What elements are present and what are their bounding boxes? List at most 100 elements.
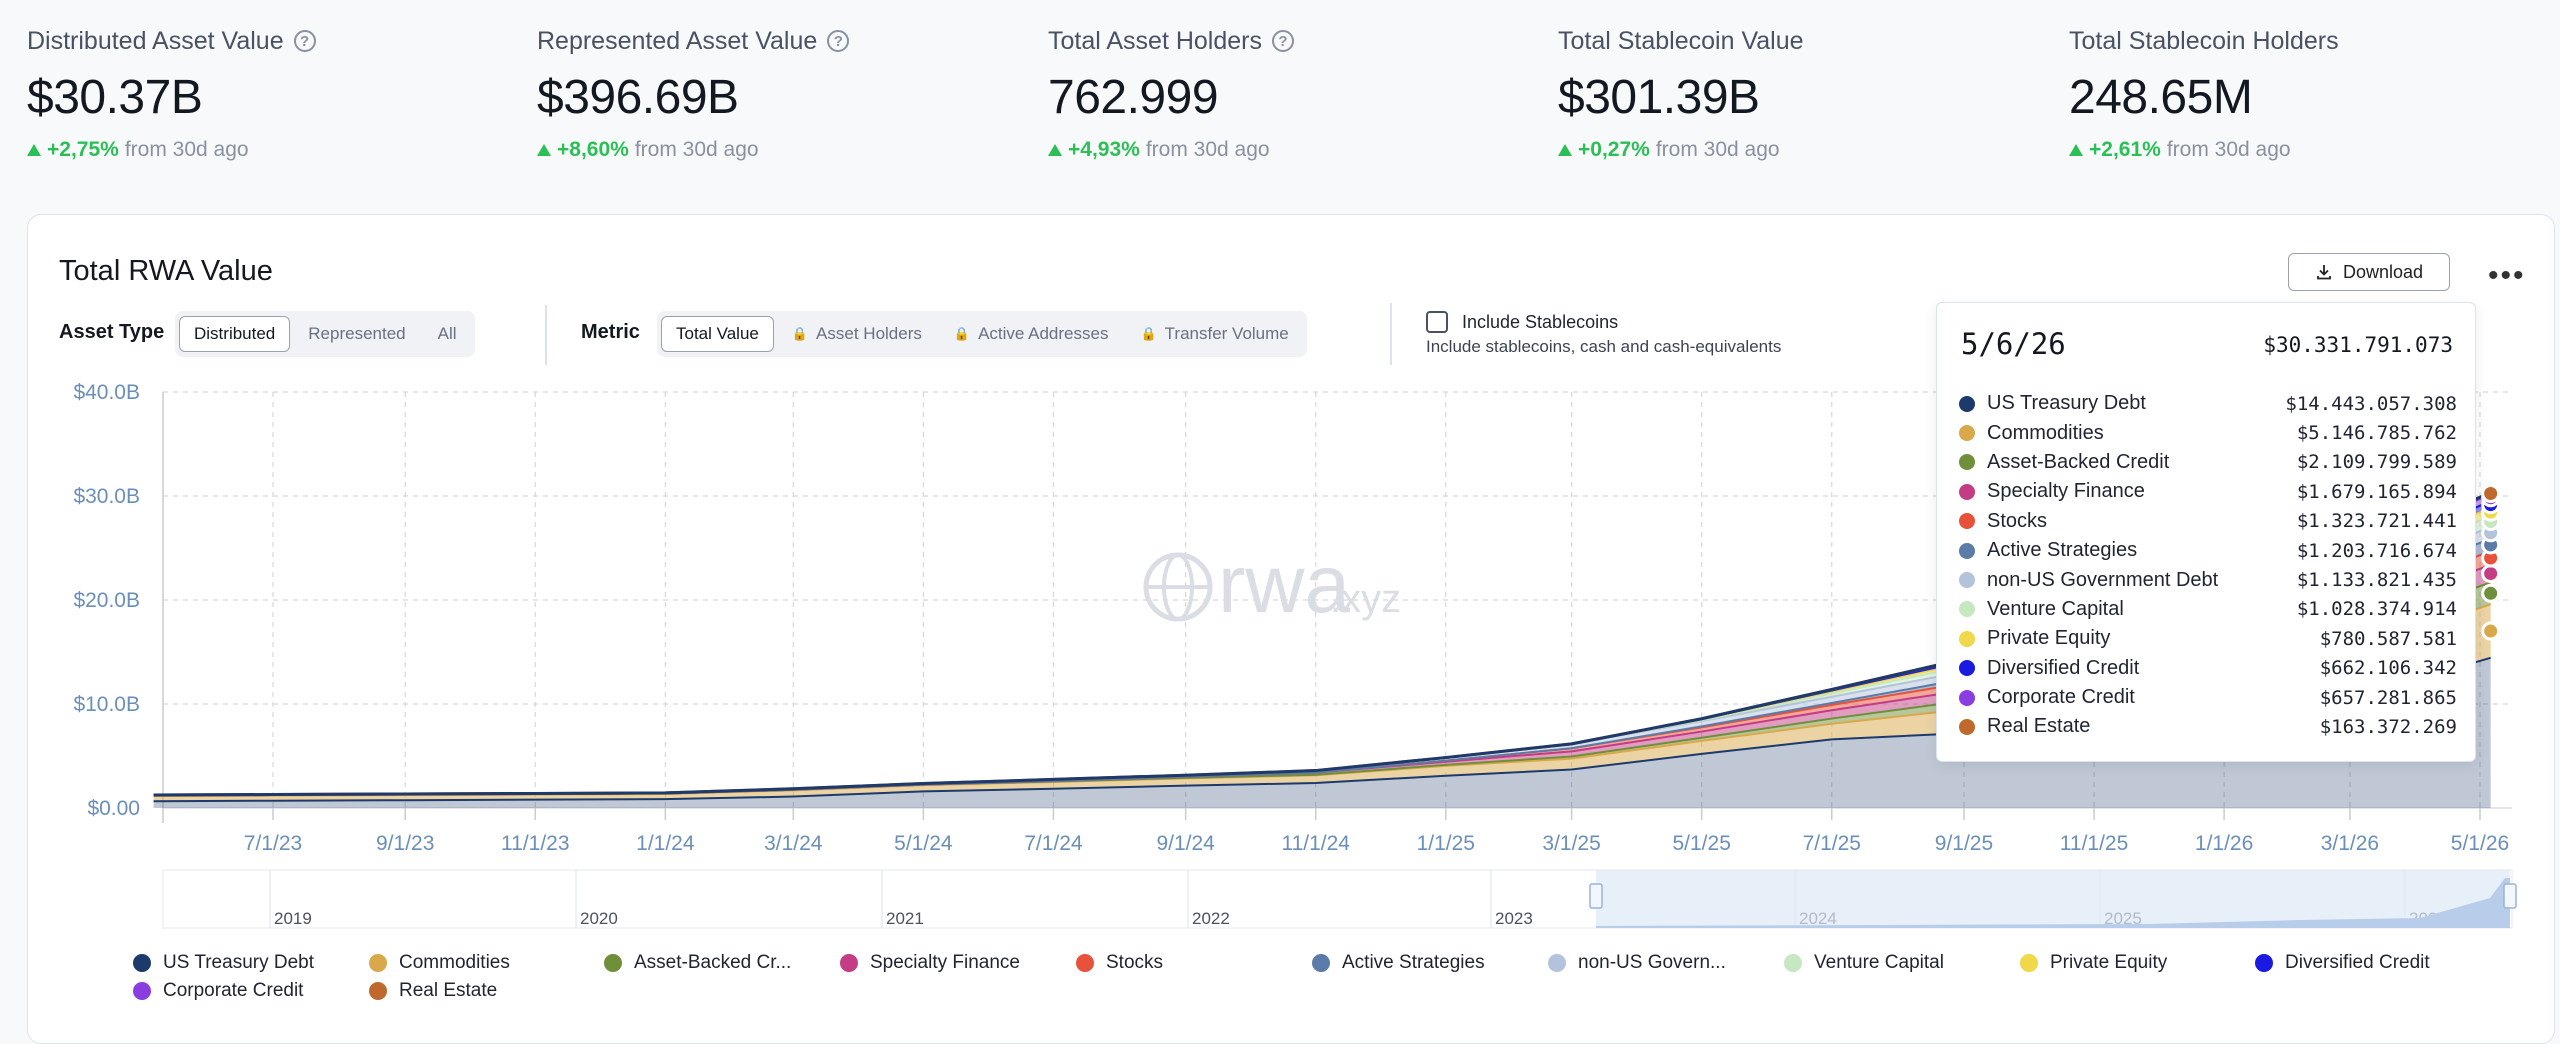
asset-type-all[interactable]: All — [437, 324, 457, 343]
metric-active-addresses[interactable]: 🔒 Active Addresses — [940, 316, 1123, 352]
legend-item[interactable]: Venture Capital — [1784, 952, 1944, 974]
stat-change-suffix: from 30d ago — [1145, 138, 1270, 161]
watermark-logo: rwa .xyz — [1143, 539, 1401, 630]
more-options-button[interactable]: ••• — [2488, 259, 2526, 292]
tooltip-row: Corporate Credit $657.281.865 — [1959, 683, 2457, 712]
stat-change-suffix: from 30d ago — [1655, 138, 1780, 161]
x-tick-label: 3/1/25 — [1542, 832, 1600, 855]
tooltip-series-name: Asset-Backed Credit — [1987, 450, 2170, 473]
up-arrow-icon — [27, 144, 41, 156]
x-tick-label: 9/1/24 — [1156, 832, 1215, 855]
tooltip-row: Private Equity $780.587.581 — [1959, 624, 2457, 653]
metric-transfer-volume[interactable]: 🔒 Transfer Volume — [1126, 316, 1302, 352]
lock-icon: 🔒 — [791, 326, 809, 341]
help-icon[interactable]: ? — [293, 30, 316, 52]
legend-color-dot — [1312, 954, 1330, 972]
tooltip-series-value: $163.372.269 — [2319, 715, 2457, 738]
include-stablecoins-description: Include stablecoins, cash and cash-equiv… — [1426, 337, 1782, 356]
include-stablecoins-checkbox[interactable] — [1426, 311, 1448, 333]
tooltip-series-value: $1.679.165.894 — [2296, 480, 2457, 503]
navigator-year-label: 2021 — [886, 909, 924, 928]
tooltip-series-value: $657.281.865 — [2319, 686, 2457, 709]
asset-type-represented[interactable]: Represented — [308, 324, 406, 343]
lock-icon: 🔒 — [1140, 326, 1157, 341]
legend-item[interactable]: Corporate Credit — [133, 980, 303, 1002]
legend-item[interactable]: Asset-Backed Cr... — [604, 952, 791, 974]
navigator-handle-left — [1589, 883, 1603, 909]
help-icon[interactable]: ? — [827, 30, 850, 52]
tooltip-series-name: Active Strategies — [1987, 539, 2138, 562]
series-color-dot — [1959, 513, 1975, 530]
download-button[interactable]: Download — [2288, 253, 2450, 291]
legend-item[interactable]: Private Equity — [2020, 952, 2167, 974]
metric-total-value[interactable]: Total Value — [661, 316, 774, 352]
y-tick-label: $30.0B — [73, 485, 140, 508]
legend-item[interactable]: Active Strategies — [1312, 952, 1485, 974]
legend-color-dot — [604, 954, 622, 972]
stat-change-suffix: from 30d ago — [634, 138, 759, 161]
legend-item[interactable]: non-US Govern... — [1548, 952, 1726, 974]
series-color-dot — [1959, 660, 1975, 677]
legend-color-dot — [1784, 954, 1802, 972]
x-tick-label: 7/1/25 — [1803, 832, 1861, 855]
tooltip-row: Asset-Backed Credit $2.109.799.589 — [1959, 448, 2457, 477]
navigator-selection — [1596, 870, 2510, 928]
stat-total-stablecoin-holders: Total Stablecoin Holders 248.65M +2,61% f… — [2069, 26, 2339, 162]
legend-color-dot — [2020, 954, 2038, 972]
tooltip-series-value: $662.106.342 — [2319, 657, 2457, 680]
legend-item[interactable]: Commodities — [369, 952, 510, 974]
navigator-year-label: 2019 — [274, 909, 312, 928]
tooltip-series-name: US Treasury Debt — [1987, 392, 2146, 415]
legend-label: Stocks — [1106, 952, 1164, 973]
series-color-dot — [1959, 483, 1975, 500]
legend-label: Real Estate — [399, 980, 498, 1001]
tooltip-series-value: $1.323.721.441 — [2296, 510, 2457, 533]
legend-label: non-US Govern... — [1578, 952, 1726, 973]
stat-label: Represented Asset Value — [537, 26, 818, 55]
tooltip-series-name: Stocks — [1987, 509, 2048, 532]
help-icon[interactable]: ? — [1272, 30, 1294, 52]
x-tick-label: 7/1/24 — [1024, 832, 1083, 855]
x-tick-label: 1/1/26 — [2195, 832, 2253, 855]
legend-label: Private Equity — [2050, 952, 2168, 973]
x-tick-label: 1/1/25 — [1417, 832, 1475, 855]
legend-item[interactable]: Diversified Credit — [2255, 952, 2430, 974]
y-tick-label: $20.0B — [73, 589, 140, 612]
up-arrow-icon — [1048, 144, 1062, 156]
tooltip-total: $30.331.791.073 — [2263, 333, 2453, 357]
legend-color-dot — [369, 982, 387, 1000]
legend-item[interactable]: US Treasury Debt — [133, 952, 314, 974]
asset-type-toggle: Distributed Represented All — [175, 311, 475, 357]
legend-label: Venture Capital — [1814, 952, 1944, 973]
watermark-text: rwa — [1218, 539, 1351, 630]
stat-label: Total Asset Holders — [1048, 26, 1262, 55]
stat-value: 762.999 — [1048, 71, 1219, 124]
y-tick-label: $40.0B — [73, 381, 140, 404]
up-arrow-icon — [537, 144, 551, 156]
x-tick-label: 3/1/26 — [2321, 832, 2379, 855]
legend-label: Specialty Finance — [870, 952, 1020, 973]
x-tick-label: 9/1/25 — [1935, 832, 1993, 855]
range-navigator[interactable]: 20192020202120222023202420252026 — [162, 869, 2517, 929]
asset-type-label: Asset Type — [59, 321, 165, 343]
tooltip-series-value: $14.443.057.308 — [2285, 392, 2457, 415]
stat-change: +0,27% — [1578, 138, 1650, 161]
series-color-dot — [1959, 542, 1975, 559]
tooltip-row: Stocks $1.323.721.441 — [1959, 507, 2457, 536]
series-end-markers — [2481, 483, 2501, 641]
legend-item[interactable]: Specialty Finance — [840, 952, 1020, 974]
navigator-series — [1596, 878, 2510, 928]
asset-type-distributed[interactable]: Distributed — [179, 316, 291, 352]
tooltip-series-name: non-US Government Debt — [1987, 568, 2219, 591]
metric-asset-holders[interactable]: 🔒 Asset Holders — [778, 316, 936, 352]
legend-item[interactable]: Stocks — [1076, 952, 1163, 974]
stat-total-asset-holders: Total Asset Holders? 762.999 +4,93% from … — [1048, 26, 1294, 162]
legend-color-dot — [133, 982, 151, 1000]
legend-item[interactable]: Real Estate — [369, 980, 497, 1002]
stat-represented-asset-value: Represented Asset Value? $396.69B +8,60%… — [537, 26, 850, 162]
legend-label: US Treasury Debt — [163, 952, 314, 973]
tooltip-row: US Treasury Debt $14.443.057.308 — [1959, 389, 2457, 418]
y-tick-label: $0.00 — [87, 797, 140, 820]
legend-label: Commodities — [399, 952, 510, 973]
end-marker-commodities — [2481, 621, 2501, 641]
